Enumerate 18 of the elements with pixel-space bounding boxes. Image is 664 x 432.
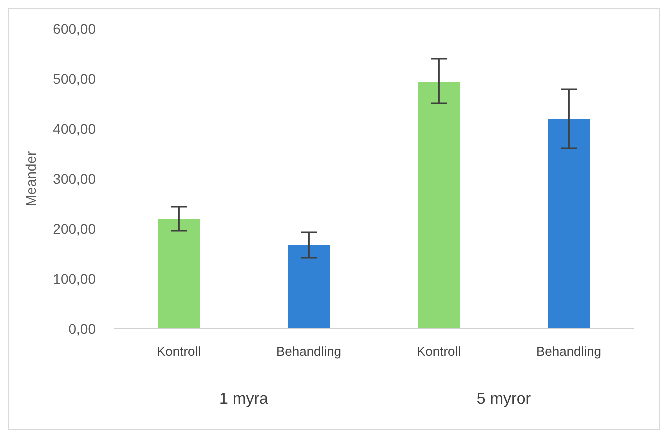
y-tick-label: 200,00	[53, 220, 96, 237]
x-tick-label: Kontroll	[416, 344, 462, 360]
y-tick-label: 600,00	[53, 20, 96, 37]
y-tick-label: 500,00	[53, 70, 96, 87]
y-tick-label: 300,00	[53, 170, 96, 187]
y-axis-title: Meander	[22, 151, 39, 207]
y-tick-label: 100,00	[53, 270, 96, 287]
y-tick-label: 0,00	[68, 320, 96, 337]
x-tick-label: Behandling	[536, 344, 602, 360]
x-tick-label: Kontroll	[156, 344, 202, 360]
x-tick-label: Behandling	[276, 344, 342, 360]
y-tick-label: 400,00	[53, 120, 96, 137]
bar	[158, 220, 200, 329]
text: 1 myra	[218, 391, 270, 409]
bar	[548, 119, 590, 329]
bar	[418, 82, 460, 329]
bar	[288, 246, 330, 329]
text: 5 myror	[476, 391, 532, 409]
